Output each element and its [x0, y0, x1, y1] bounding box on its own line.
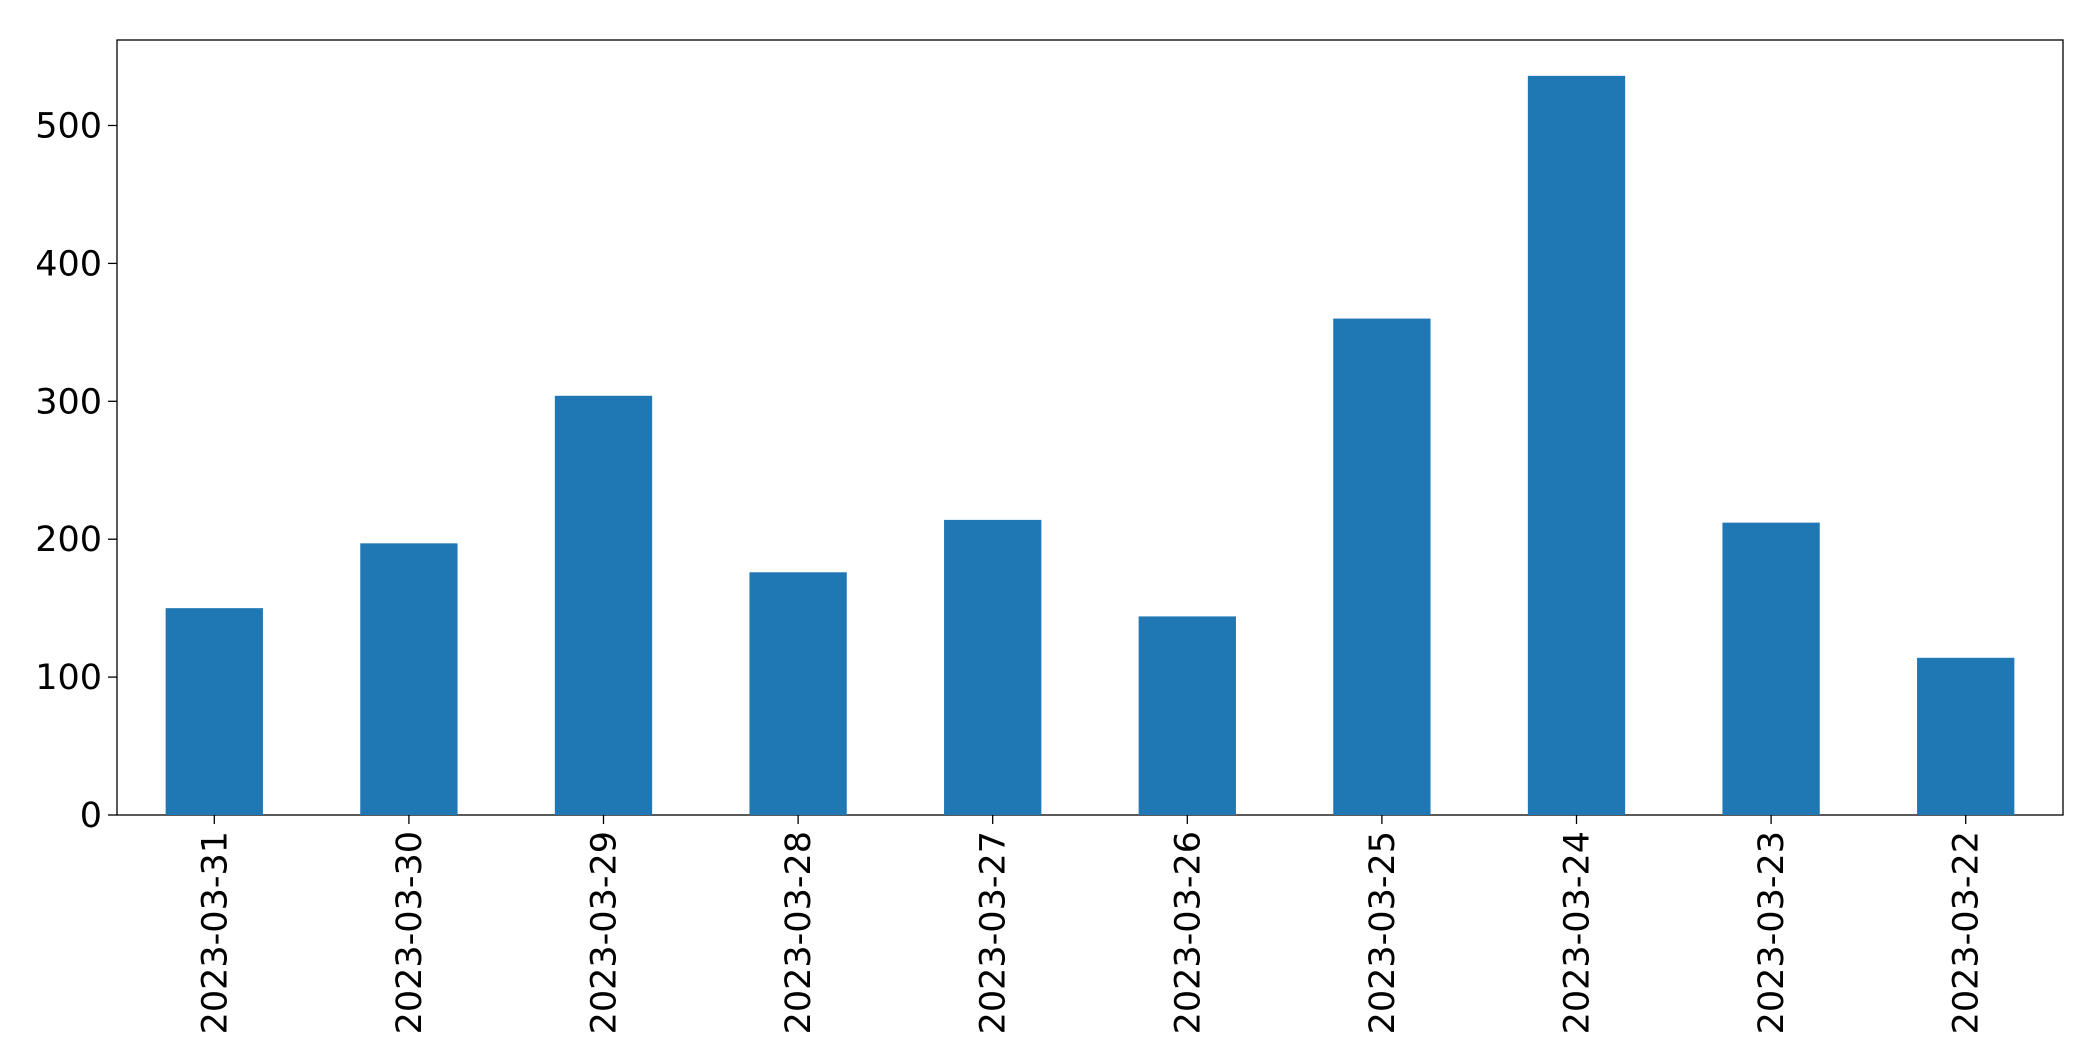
x-tick-label: 2023-03-25 — [1363, 831, 1403, 1034]
x-tick-label: 2023-03-23 — [1752, 831, 1792, 1034]
x-tick-label: 2023-03-26 — [1168, 831, 1208, 1034]
bar — [1722, 522, 1820, 815]
x-tick-label: 2023-03-31 — [195, 831, 235, 1034]
bar — [749, 572, 847, 815]
bar — [1333, 318, 1431, 815]
y-tick-label: 400 — [35, 244, 102, 284]
bar — [1917, 657, 2015, 815]
bar — [554, 395, 653, 815]
bar — [165, 608, 263, 815]
y-tick-label: 100 — [35, 658, 102, 698]
x-tick-label: 2023-03-24 — [1558, 831, 1598, 1034]
x-tick-label: 2023-03-29 — [585, 831, 625, 1034]
x-tick-label: 2023-03-30 — [390, 831, 430, 1034]
plot-frame — [116, 39, 2064, 816]
bar — [1138, 616, 1236, 815]
x-tick-label: 2023-03-22 — [1947, 831, 1987, 1034]
y-tick-label: 500 — [35, 106, 102, 146]
y-tick-label: 200 — [35, 520, 102, 560]
x-tick-label: 2023-03-28 — [779, 831, 819, 1034]
bar — [1527, 75, 1626, 815]
bar — [360, 543, 458, 815]
x-tick-label: 2023-03-27 — [974, 831, 1014, 1034]
y-tick-label: 0 — [80, 796, 102, 836]
y-tick-label: 300 — [35, 382, 102, 422]
bar — [944, 519, 1042, 815]
